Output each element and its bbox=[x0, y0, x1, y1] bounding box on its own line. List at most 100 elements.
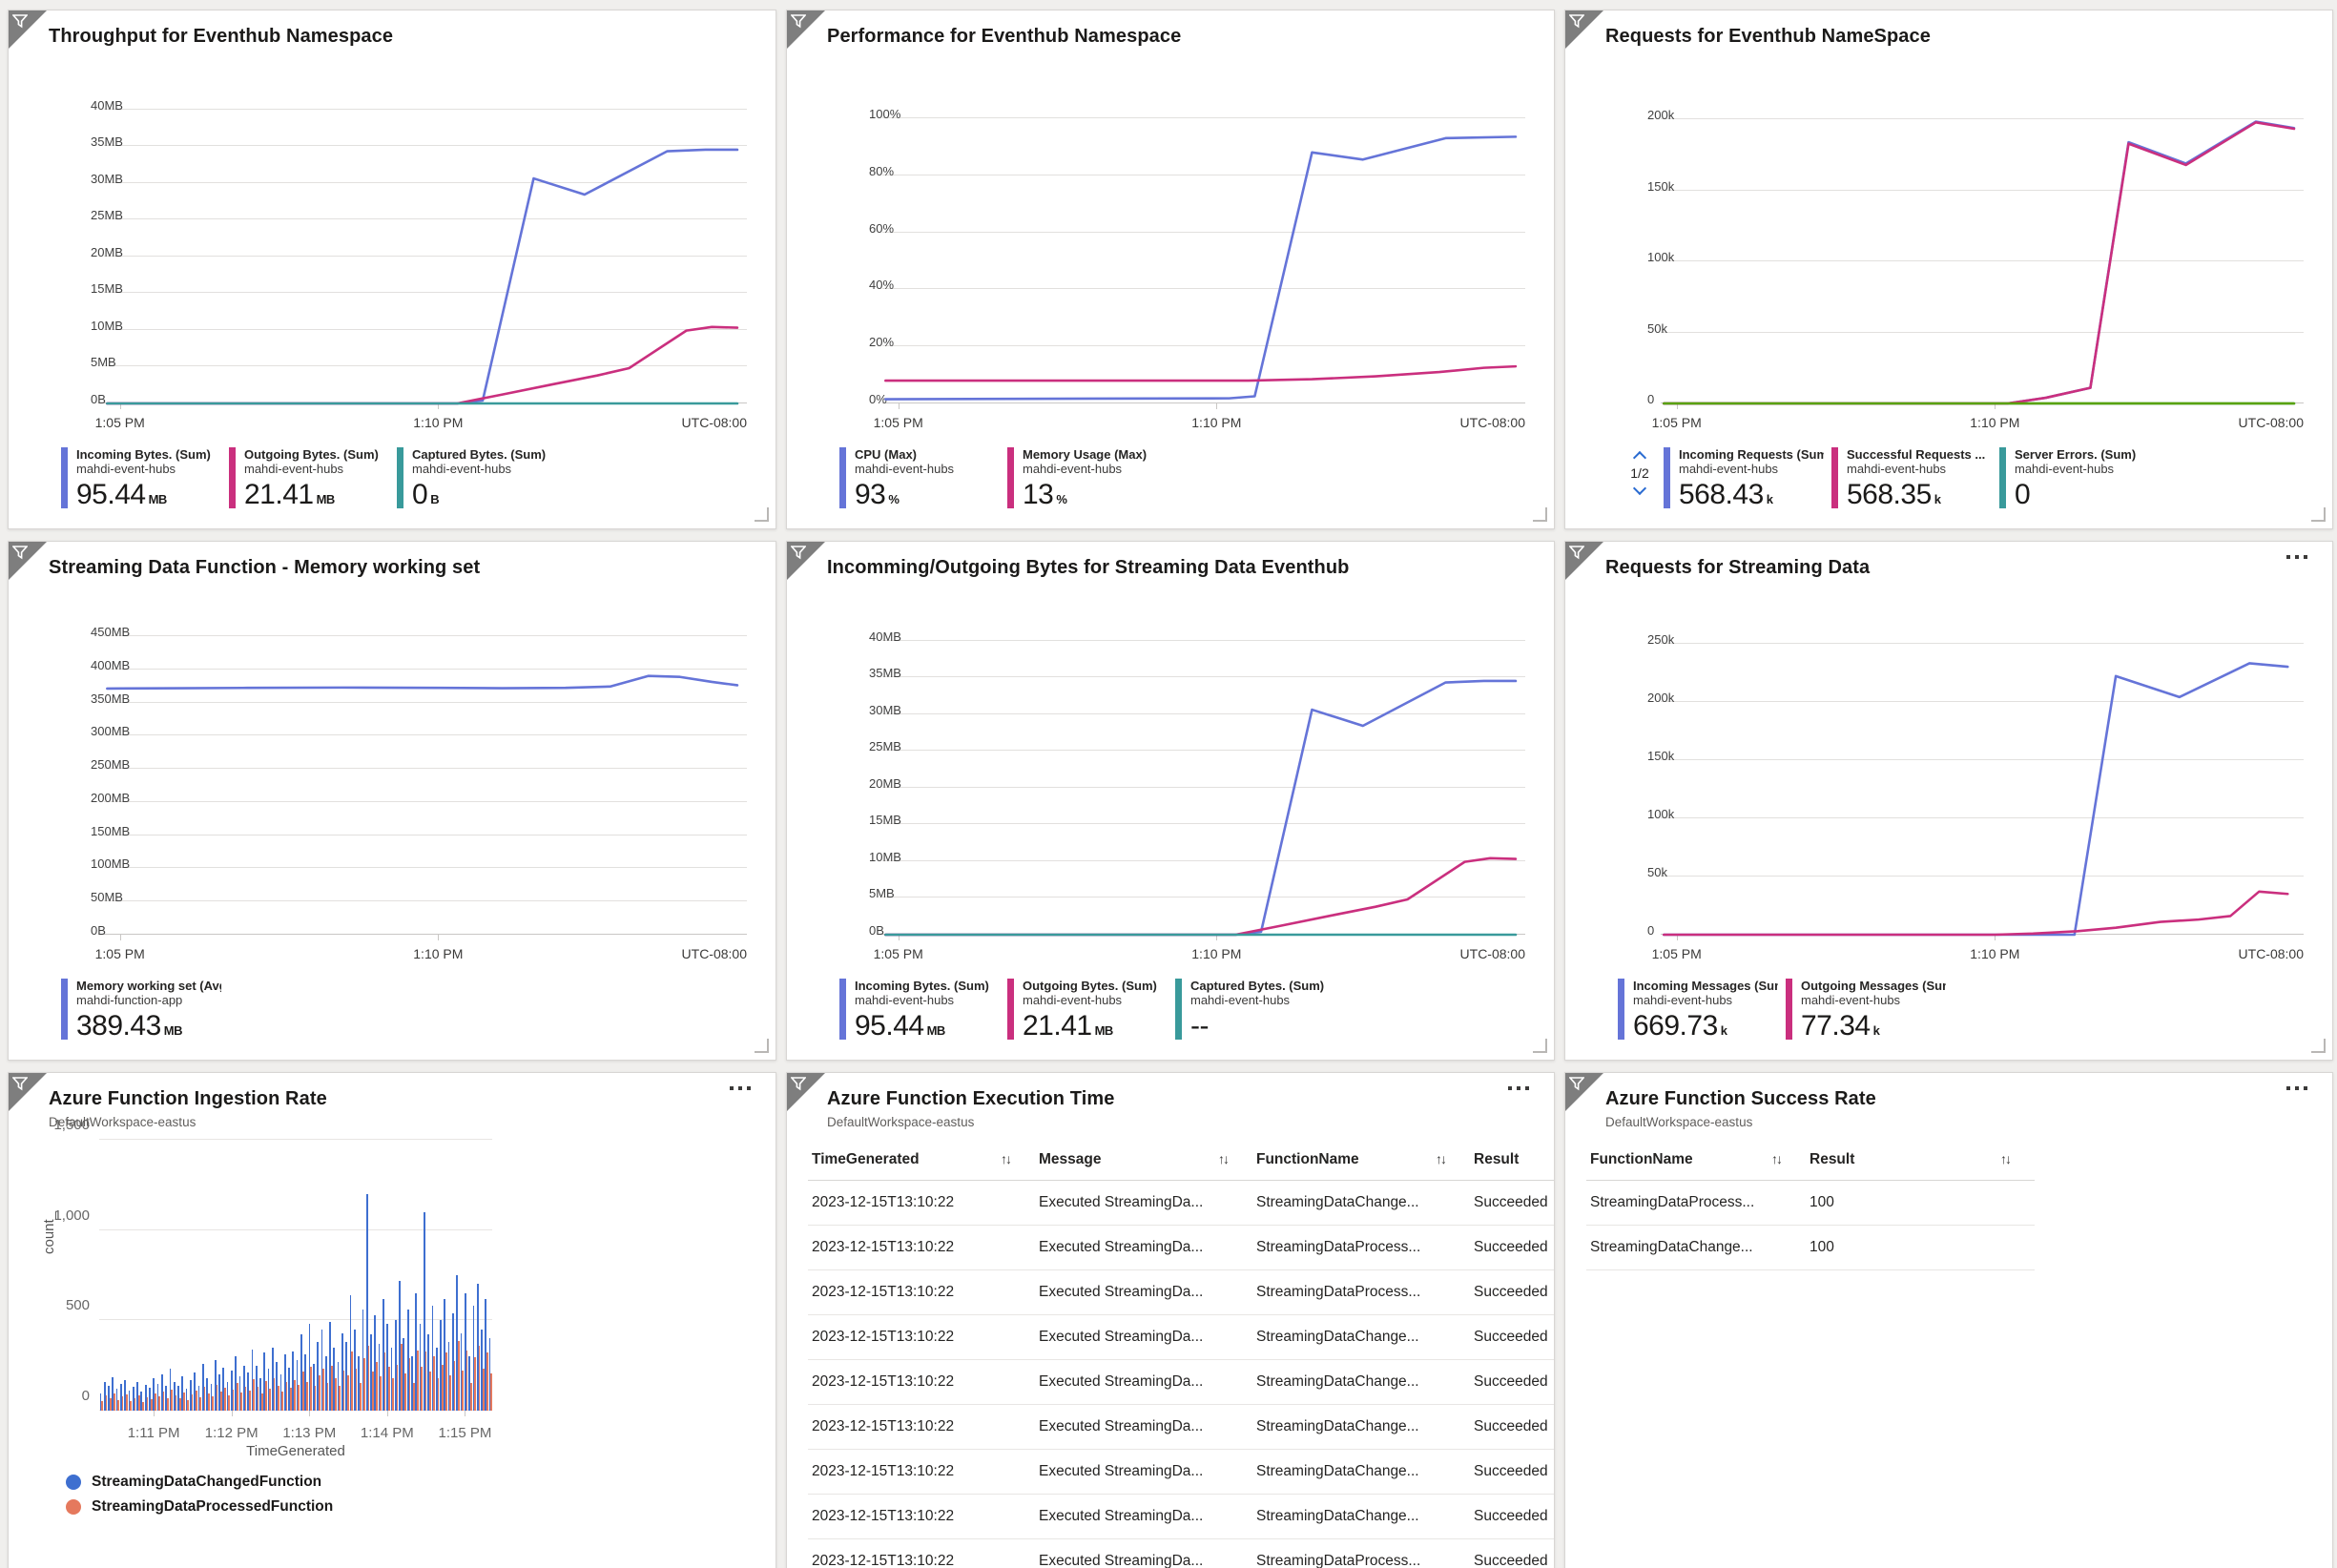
legend-item[interactable]: Captured Bytes. (Sum) mahdi-event-hubs -… bbox=[1175, 979, 1343, 1042]
gridline bbox=[104, 181, 747, 183]
table-row[interactable]: 2023-12-15T13:10:22 Executed StreamingDa… bbox=[808, 1225, 1554, 1270]
legend-item[interactable]: CPU (Max) mahdi-event-hubs 93% bbox=[839, 447, 1007, 511]
gridline bbox=[1661, 260, 2304, 262]
bar bbox=[197, 1385, 200, 1411]
tile-resize-handle[interactable] bbox=[2311, 1039, 2326, 1053]
sort-icon[interactable]: ↑↓ bbox=[1771, 1151, 1783, 1166]
bar bbox=[347, 1375, 349, 1411]
legend-color-bar bbox=[1831, 447, 1838, 508]
tile-resize-handle[interactable] bbox=[755, 507, 769, 522]
legend-item[interactable]: Outgoing Bytes. (Sum) mahdi-event-hubs 2… bbox=[229, 447, 397, 511]
bar bbox=[112, 1376, 114, 1411]
bar bbox=[281, 1392, 284, 1411]
tile-resize-handle[interactable] bbox=[1533, 1039, 1547, 1053]
cell-message: Executed StreamingDa... bbox=[1035, 1449, 1252, 1495]
bar bbox=[150, 1398, 153, 1411]
sort-icon[interactable]: ↑↓ bbox=[1001, 1151, 1012, 1166]
tile-resize-handle[interactable] bbox=[1533, 507, 1547, 522]
chevron-up-icon[interactable] bbox=[1632, 450, 1647, 465]
more-menu-icon[interactable] bbox=[730, 1086, 751, 1090]
legend-label: StreamingDataProcessedFunction bbox=[92, 1498, 334, 1515]
legend-item[interactable]: Incoming Requests (Sum) mahdi-event-hubs… bbox=[1664, 447, 1831, 511]
tile-title: Azure Function Execution Time bbox=[827, 1088, 1115, 1109]
table-row[interactable]: StreamingDataChange... 100 bbox=[1586, 1225, 2035, 1270]
bar-group bbox=[201, 1140, 206, 1411]
tile-subtitle: DefaultWorkspace-eastus bbox=[49, 1115, 196, 1129]
legend-item[interactable]: Server Errors. (Sum) mahdi-event-hubs 0 bbox=[1999, 447, 2167, 511]
bar-group bbox=[358, 1140, 362, 1411]
table-row[interactable]: 2023-12-15T13:10:22 Executed StreamingDa… bbox=[808, 1494, 1554, 1539]
legend-item[interactable]: Memory working set (Avg) mahdi-function-… bbox=[61, 979, 229, 1042]
table-row[interactable]: 2023-12-15T13:10:22 Executed StreamingDa… bbox=[808, 1449, 1554, 1495]
cell-result: Succeeded bbox=[1470, 1225, 1554, 1270]
bar-group bbox=[312, 1140, 317, 1411]
legend-item[interactable]: StreamingDataChangedFunction bbox=[66, 1474, 333, 1491]
bar bbox=[437, 1377, 440, 1411]
series-line-1 bbox=[885, 366, 1516, 381]
cell-functionname: StreamingDataChange... bbox=[1252, 1494, 1470, 1539]
bar bbox=[427, 1334, 429, 1411]
bar bbox=[476, 1284, 479, 1411]
bar bbox=[376, 1361, 378, 1411]
table-row[interactable]: 2023-12-15T13:10:22 Executed StreamingDa… bbox=[808, 1180, 1554, 1226]
bar bbox=[378, 1343, 381, 1411]
table-row[interactable]: 2023-12-15T13:10:22 Executed StreamingDa… bbox=[808, 1314, 1554, 1360]
tile-resize-handle[interactable] bbox=[2311, 507, 2326, 522]
gridline bbox=[104, 701, 747, 703]
legend-item[interactable]: Memory Usage (Max) mahdi-event-hubs 13% bbox=[1007, 447, 1175, 511]
table-row[interactable]: 2023-12-15T13:10:22 Executed StreamingDa… bbox=[808, 1538, 1554, 1568]
more-menu-icon[interactable] bbox=[1508, 1086, 1529, 1090]
bar-group bbox=[136, 1140, 140, 1411]
table-row[interactable]: 2023-12-15T13:10:22 Executed StreamingDa… bbox=[808, 1404, 1554, 1450]
bar bbox=[214, 1360, 217, 1411]
x-axis-title: TimeGenerated bbox=[246, 1443, 345, 1459]
bar bbox=[298, 1384, 300, 1411]
legend-item[interactable]: Outgoing Bytes. (Sum) mahdi-event-hubs 2… bbox=[1007, 979, 1175, 1042]
legend-value: 389.43 MB bbox=[76, 1010, 182, 1042]
legend-label: Captured Bytes. (Sum) bbox=[1190, 979, 1325, 993]
cell-timegenerated: 2023-12-15T13:10:22 bbox=[808, 1225, 1035, 1270]
gridline bbox=[882, 786, 1525, 788]
table-row[interactable]: 2023-12-15T13:10:22 Executed StreamingDa… bbox=[808, 1269, 1554, 1315]
y-axis-label: 150k bbox=[1647, 178, 1675, 194]
tile-resize-handle[interactable] bbox=[755, 1039, 769, 1053]
cell-result: Succeeded bbox=[1470, 1314, 1554, 1360]
more-menu-icon[interactable] bbox=[2286, 1086, 2307, 1090]
chevron-down-icon[interactable] bbox=[1632, 481, 1647, 496]
bar bbox=[226, 1381, 229, 1411]
sort-icon[interactable]: ↑↓ bbox=[1436, 1151, 1447, 1166]
legend-resource: mahdi-event-hubs bbox=[1679, 462, 1779, 476]
legend-label: CPU (Max) bbox=[855, 447, 918, 462]
legend-label: Successful Requests ... bbox=[1847, 447, 1986, 462]
y-axis-label: 0 bbox=[1647, 923, 1655, 938]
bar bbox=[240, 1393, 243, 1411]
table-row[interactable]: 2023-12-15T13:10:22 Executed StreamingDa… bbox=[808, 1359, 1554, 1405]
tile-subtitle: DefaultWorkspace-eastus bbox=[827, 1115, 975, 1129]
legend-item[interactable]: Captured Bytes. (Sum) mahdi-event-hubs 0… bbox=[397, 447, 565, 511]
bar bbox=[219, 1392, 222, 1411]
sort-icon[interactable]: ↑↓ bbox=[2000, 1151, 2012, 1166]
gridline bbox=[104, 255, 747, 257]
more-menu-icon[interactable] bbox=[2286, 555, 2307, 559]
legend-item[interactable]: Incoming Bytes. (Sum) mahdi-event-hubs 9… bbox=[839, 979, 1007, 1042]
legend-resource: mahdi-function-app bbox=[76, 993, 183, 1007]
legend-item[interactable]: Successful Requests ... mahdi-event-hubs… bbox=[1831, 447, 1999, 511]
legend-color-bar bbox=[1007, 979, 1014, 1040]
legend-resource: mahdi-event-hubs bbox=[1023, 993, 1123, 1007]
legend-resource: mahdi-event-hubs bbox=[2015, 462, 2115, 476]
bar-group bbox=[263, 1140, 267, 1411]
legend-item[interactable]: Incoming Bytes. (Sum) mahdi-event-hubs 9… bbox=[61, 447, 229, 511]
bar-group bbox=[481, 1140, 485, 1411]
bar bbox=[335, 1377, 337, 1411]
legend-item[interactable]: StreamingDataProcessedFunction bbox=[66, 1498, 333, 1516]
legend-item[interactable]: Incoming Messages (Sum) mahdi-event-hubs… bbox=[1618, 979, 1786, 1042]
bar bbox=[386, 1324, 389, 1411]
table-row[interactable]: StreamingDataProcess... 100 bbox=[1586, 1180, 2035, 1226]
bar bbox=[314, 1386, 317, 1411]
sort-icon[interactable]: ↑↓ bbox=[1218, 1151, 1230, 1166]
bar-group bbox=[378, 1140, 383, 1411]
legend-item[interactable]: Outgoing Messages (Sum) mahdi-event-hubs… bbox=[1786, 979, 1954, 1042]
bar bbox=[445, 1352, 447, 1411]
bar-group bbox=[279, 1140, 284, 1411]
bar-group bbox=[132, 1140, 136, 1411]
